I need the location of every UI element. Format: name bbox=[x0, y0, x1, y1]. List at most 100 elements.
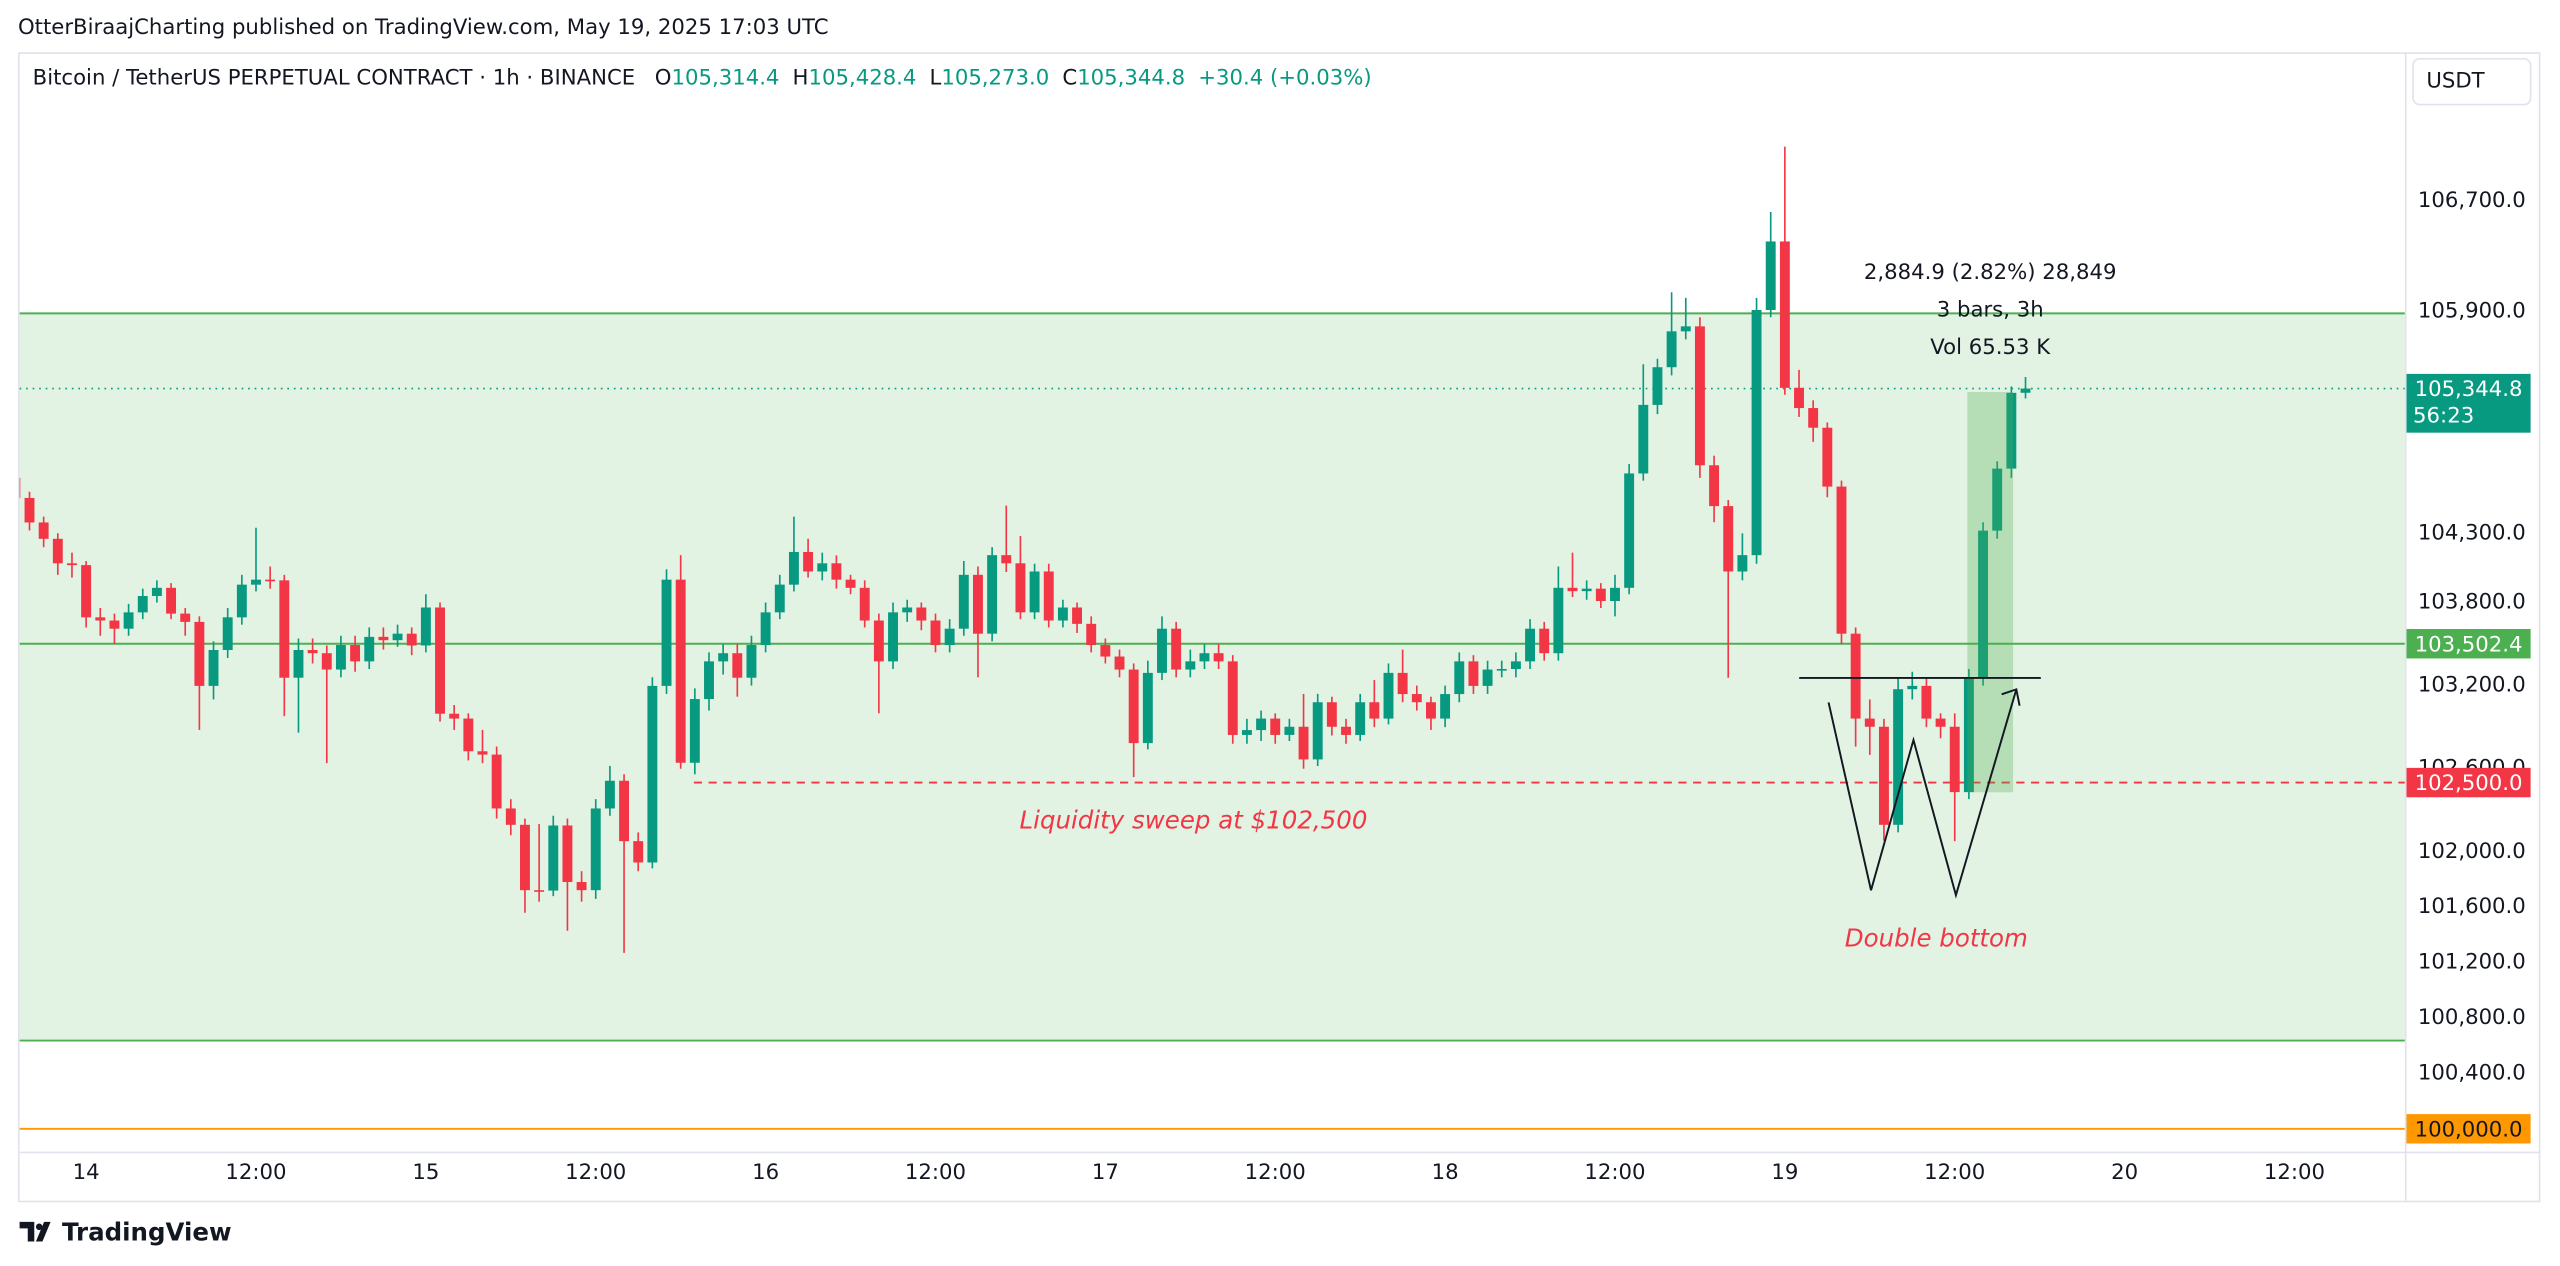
candle-body bbox=[1779, 241, 1790, 388]
candle-body bbox=[1638, 404, 1649, 474]
candle-body bbox=[831, 563, 842, 580]
candle-body bbox=[1949, 726, 1960, 793]
candle-body bbox=[718, 653, 729, 662]
y-tick-label: 101,200.0 bbox=[2418, 950, 2526, 975]
candle-body bbox=[1100, 645, 1111, 657]
candle-body bbox=[1326, 702, 1337, 727]
candle-body bbox=[1864, 718, 1875, 727]
candle-body bbox=[704, 661, 714, 700]
level-label: 100,000.0 bbox=[2415, 1117, 2523, 1142]
candle-body bbox=[1666, 331, 1677, 368]
ohlc-key: O bbox=[655, 65, 672, 90]
ohlc-key: C bbox=[1062, 65, 1077, 90]
candle-body bbox=[788, 551, 799, 585]
candle-body bbox=[1794, 387, 1804, 409]
candle-body bbox=[180, 613, 191, 622]
candle-body bbox=[1029, 571, 1040, 613]
candle-body bbox=[1539, 628, 1550, 654]
x-tick-label: 19 bbox=[1771, 1160, 1798, 1185]
candle-body bbox=[67, 563, 77, 566]
pattern-note: Double bottom bbox=[1845, 923, 2028, 952]
candle-body bbox=[1185, 661, 1196, 670]
candle-body bbox=[590, 808, 601, 891]
y-tick-label: 100,800.0 bbox=[2418, 1005, 2526, 1030]
candle-body bbox=[19, 477, 21, 498]
candle-body bbox=[1610, 587, 1620, 601]
w-pattern bbox=[1827, 689, 2018, 899]
candle-body bbox=[1227, 661, 1238, 735]
currency[interactable]: USDT bbox=[2426, 69, 2485, 94]
candle-body bbox=[1850, 633, 1861, 719]
candle-body bbox=[491, 754, 502, 809]
ohlc-key: H bbox=[793, 65, 809, 90]
candle-body bbox=[236, 584, 247, 618]
candle-body bbox=[1723, 506, 1734, 572]
candle-body bbox=[1128, 669, 1139, 744]
candle-body bbox=[1963, 677, 1974, 793]
candle-body bbox=[902, 607, 913, 613]
candle-body bbox=[576, 882, 587, 891]
candle-body bbox=[1015, 563, 1026, 613]
candle-layer bbox=[19, 146, 2031, 953]
y-tick-label: 101,600.0 bbox=[2418, 894, 2526, 919]
candle-body bbox=[1652, 367, 1663, 405]
candle-body bbox=[1751, 310, 1762, 556]
candle-body bbox=[1510, 661, 1521, 669]
candle-body bbox=[435, 607, 445, 714]
candle-body bbox=[364, 636, 375, 662]
candle-body bbox=[1256, 718, 1267, 731]
y-tick-label: 102,000.0 bbox=[2418, 839, 2526, 864]
candle-body bbox=[1298, 726, 1309, 760]
candle-body bbox=[1893, 689, 1904, 825]
candle-body bbox=[548, 825, 559, 891]
candle-body bbox=[1709, 465, 1720, 507]
x-tick-label: 12:00 bbox=[225, 1160, 286, 1185]
candle-body bbox=[1808, 408, 1819, 428]
x-tick-label: 15 bbox=[412, 1160, 439, 1185]
candle-body bbox=[335, 645, 346, 670]
logo bbox=[19, 1221, 51, 1242]
y-tick-label: 103,800.0 bbox=[2418, 590, 2526, 615]
candle-body bbox=[109, 620, 120, 629]
candle-body bbox=[1454, 661, 1465, 695]
x-tick-label: 18 bbox=[1432, 1160, 1459, 1185]
candle-body bbox=[746, 645, 757, 678]
candle-body bbox=[973, 574, 983, 634]
countdown: 56:23 bbox=[2413, 403, 2474, 428]
candle-body bbox=[123, 612, 134, 629]
candle-body bbox=[1284, 726, 1295, 735]
candle-body bbox=[1312, 702, 1323, 760]
candle-body bbox=[1001, 555, 1012, 564]
zone bbox=[19, 313, 2405, 1041]
symbol: Bitcoin / TetherUS PERPETUAL CONTRACT · … bbox=[33, 65, 636, 90]
candle-body bbox=[24, 497, 35, 523]
candle-body bbox=[1595, 588, 1606, 601]
level-tag bbox=[2406, 629, 2531, 659]
drawings: Liquidity sweep at $102,500 Double botto… bbox=[1020, 260, 2117, 952]
candle-body bbox=[208, 650, 219, 686]
candle-body bbox=[1086, 623, 1097, 646]
ohlc-value: 105,273.0 bbox=[941, 65, 1049, 90]
change: +30.4 (+0.03%) bbox=[1198, 65, 1371, 90]
candle-body bbox=[38, 522, 49, 539]
candle-body bbox=[1142, 672, 1153, 744]
header: Bitcoin / TetherUS PERPETUAL CONTRACT · … bbox=[33, 65, 1372, 90]
candle-body bbox=[1468, 661, 1479, 686]
candle-body bbox=[732, 653, 743, 678]
measure-volume: Vol 65.53 K bbox=[1930, 335, 2051, 360]
candle-body bbox=[1878, 726, 1889, 825]
candle-body bbox=[760, 612, 771, 646]
candle-body bbox=[689, 699, 700, 763]
candle-body bbox=[251, 579, 261, 585]
candle-body bbox=[1383, 672, 1394, 719]
candle-body bbox=[873, 620, 884, 662]
candle-body bbox=[1822, 427, 1833, 487]
candle-body bbox=[1921, 685, 1932, 719]
chart-frame bbox=[17, 52, 2541, 1203]
candle-body bbox=[520, 824, 530, 891]
y-tick-label: 103,200.0 bbox=[2418, 673, 2526, 698]
currency-button[interactable] bbox=[2412, 57, 2532, 106]
candle-body bbox=[293, 650, 304, 678]
candle-body bbox=[859, 587, 870, 621]
last-price-tag bbox=[2406, 373, 2531, 433]
